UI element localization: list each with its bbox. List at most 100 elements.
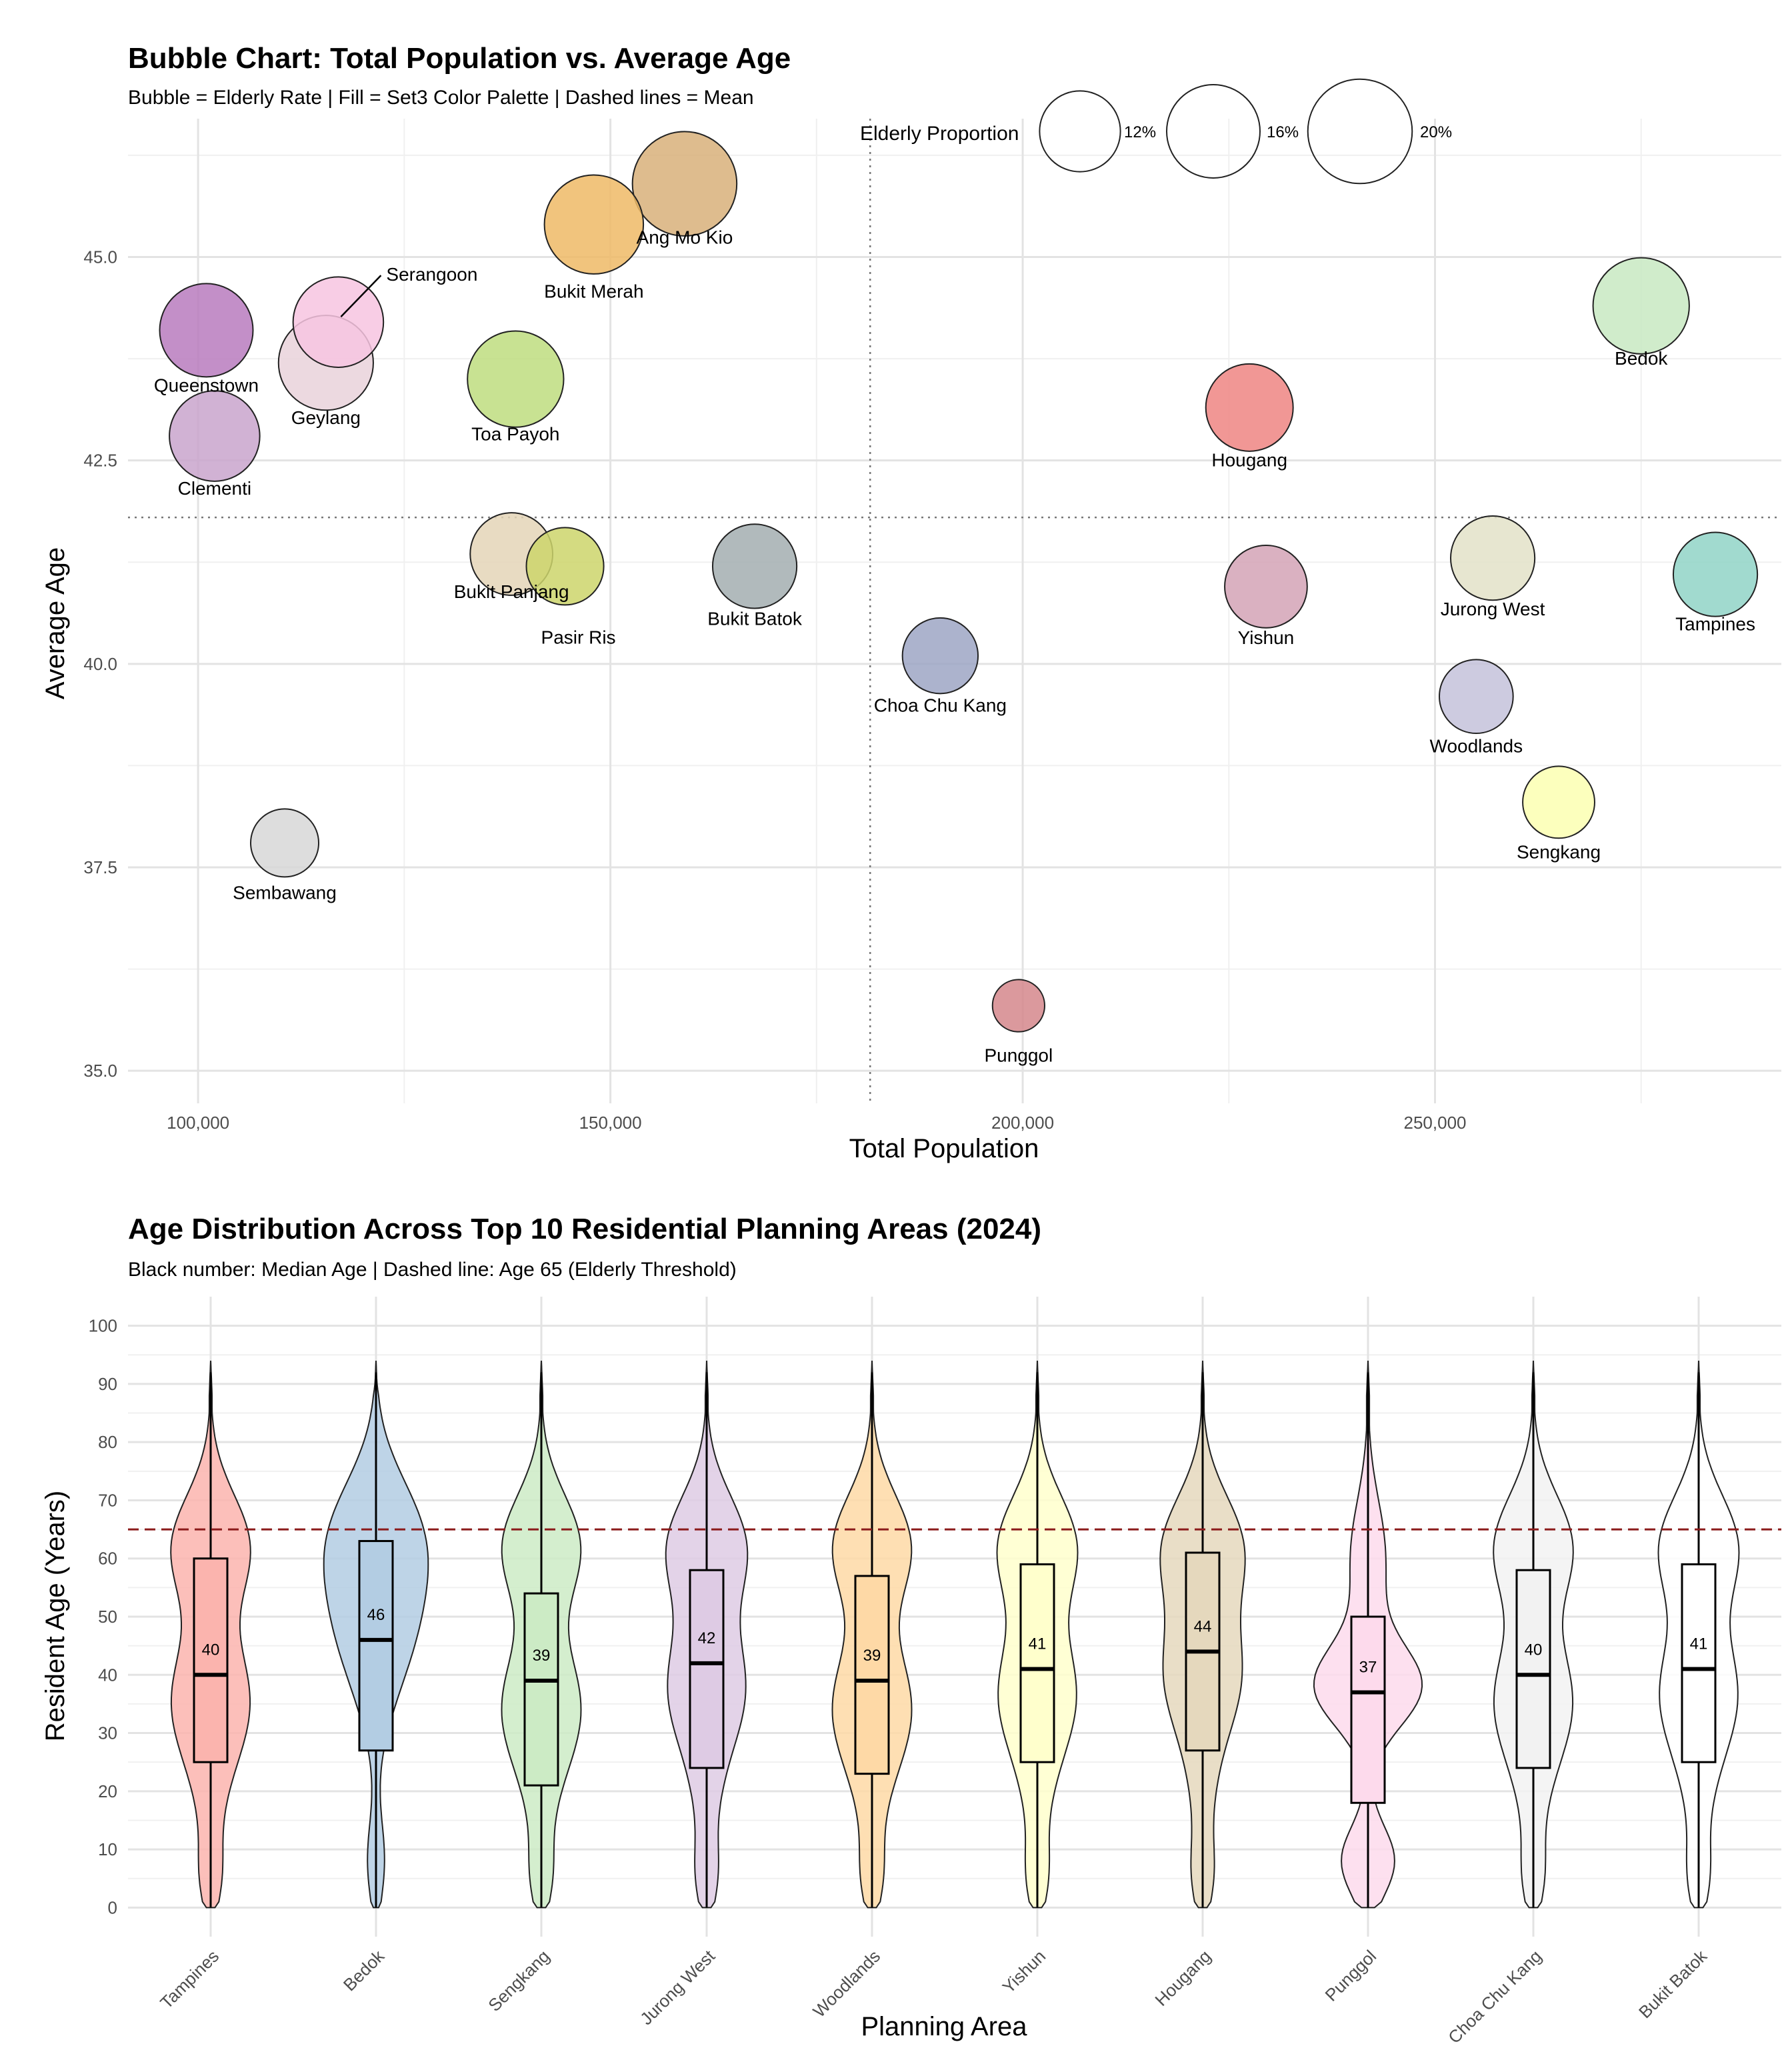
- point-label-toa-payoh: Toa Payoh: [471, 424, 559, 445]
- median-label-yishun: 41: [1029, 1635, 1047, 1653]
- legend-bubble-20: [1307, 78, 1413, 185]
- point-label-ang-mo-kio: Ang Mo Kio: [637, 227, 733, 248]
- point-label-tampines: Tampines: [1675, 614, 1755, 635]
- median-label-punggol: 37: [1359, 1658, 1377, 1676]
- y-tick-label: 45.0: [83, 247, 117, 267]
- violin-chart-violins: 40 46 39 42 39 41 44 37 40 41: [170, 1360, 1740, 1909]
- point-label-sembawang: Sembawang: [233, 882, 337, 903]
- bubble-ang-mo-kio: [631, 131, 738, 237]
- violin-group-yishun: 41: [996, 1360, 1079, 1909]
- x-tick-label-punggol: Punggol: [1321, 1946, 1381, 2005]
- bubble-chart: Bubble Chart: Total Population vs. Avera…: [41, 42, 1781, 1163]
- x-tick-label-woodlands: Woodlands: [809, 1946, 884, 2021]
- x-tick-label-tampines: Tampines: [156, 1946, 223, 2013]
- y-tick-label: 20: [98, 1781, 117, 1801]
- point-label-serangoon: Serangoon: [386, 264, 477, 285]
- bubble-chart-point-labels: Ang Mo Kio Bukit Merah Serangoon Queenstown…: [154, 227, 1755, 1066]
- bubble-jurong-west: [1449, 515, 1536, 601]
- legend-label: 12%: [1124, 123, 1156, 141]
- bubble-clementi: [169, 390, 261, 482]
- x-tick-label-hougang: Hougang: [1151, 1946, 1215, 2010]
- median-label-tampines: 40: [202, 1641, 220, 1659]
- y-tick-label: 50: [98, 1607, 117, 1627]
- bubble-chart-subtitle: Bubble = Elderly Rate | Fill = Set3 Colo…: [128, 87, 754, 109]
- bubble-hougang: [1205, 363, 1294, 452]
- bubble-serangoon: [292, 276, 385, 368]
- violin-chart-y-axis-title: Resident Age (Years): [41, 1491, 70, 1742]
- violin-group-jurong-west: 42: [665, 1360, 749, 1909]
- bubble-punggol: [991, 979, 1045, 1033]
- y-tick-label: 0: [108, 1897, 117, 1917]
- point-label-sengkang: Sengkang: [1517, 841, 1601, 862]
- box-bukit-batok: [1681, 1563, 1717, 1763]
- violin-group-bedok: 46: [323, 1360, 429, 1909]
- bubble-chart-mean-lines: [128, 119, 1781, 1103]
- bubble-chart-y-axis-title: Average Age: [41, 547, 70, 699]
- legend-bubble-12: [1039, 90, 1121, 173]
- median-label-sengkang: 39: [533, 1647, 551, 1665]
- bubble-sengkang: [1522, 765, 1595, 839]
- median-label-woodlands: 39: [863, 1647, 881, 1665]
- point-label-hougang: Hougang: [1211, 449, 1287, 470]
- bubble-sembawang: [249, 808, 320, 878]
- bubble-bedok: [1592, 257, 1690, 355]
- y-tick-label: 60: [98, 1549, 117, 1569]
- bubble-choa-chu-kang: [901, 617, 979, 695]
- box-jurong-west: [689, 1569, 725, 1769]
- point-label-queenstown: Queenstown: [154, 375, 259, 395]
- x-tick-label-choa-chu-kang: Choa Chu Kang: [1444, 1946, 1545, 2047]
- point-label-pasir-ris: Pasir Ris: [541, 627, 616, 647]
- box-choa-chu-kang: [1515, 1569, 1551, 1769]
- y-tick-label: 90: [98, 1374, 117, 1394]
- x-tick-label-sengkang: Sengkang: [484, 1946, 553, 2015]
- box-yishun: [1019, 1563, 1055, 1763]
- violin-chart: Age Distribution Across Top 10 Residenti…: [41, 1213, 1781, 2047]
- legend-label: 16%: [1267, 123, 1299, 141]
- median-label-jurong-west: 42: [698, 1629, 716, 1647]
- violin-group-tampines: 40: [170, 1360, 251, 1909]
- y-tick-label: 40: [98, 1665, 117, 1685]
- y-tick-label: 80: [98, 1432, 117, 1452]
- bubble-toa-payoh: [467, 330, 565, 428]
- box-woodlands: [854, 1575, 890, 1775]
- box-tampines: [193, 1557, 229, 1763]
- bubble-chart-y-ticks: 35.0 37.5 40.0 42.5 45.0: [83, 247, 117, 1081]
- y-tick-label: 30: [98, 1723, 117, 1743]
- y-tick-label: 42.5: [83, 451, 117, 471]
- violin-chart-title: Age Distribution Across Top 10 Residenti…: [128, 1213, 1041, 1245]
- bubble-chart-legend: Elderly Proportion 12% 16% 20%: [860, 78, 1452, 185]
- point-label-woodlands: Woodlands: [1430, 736, 1523, 757]
- violin-chart-y-ticks: 0 10 20 30 40 50 60 70 80 90 100: [89, 1316, 117, 1918]
- violin-group-bukit-batok: 41: [1657, 1360, 1740, 1909]
- violin-group-woodlands: 39: [831, 1360, 913, 1909]
- point-label-yishun: Yishun: [1238, 627, 1295, 648]
- median-label-hougang: 44: [1194, 1617, 1212, 1635]
- legend-label: 20%: [1420, 123, 1452, 141]
- point-label-clementi: Clementi: [178, 478, 251, 499]
- bubble-bukit-batok: [711, 523, 798, 609]
- point-label-bedok: Bedok: [1615, 348, 1668, 369]
- violin-group-sengkang: 39: [501, 1360, 582, 1909]
- bubble-yishun: [1224, 545, 1308, 629]
- bubble-chart-x-axis-title: Total Population: [849, 1134, 1039, 1163]
- point-label-bukit-merah: Bukit Merah: [544, 281, 643, 302]
- bubble-chart-grid: [128, 119, 1781, 1103]
- x-tick-label: 200,000: [991, 1113, 1054, 1133]
- y-tick-label: 70: [98, 1490, 117, 1510]
- y-tick-label: 10: [98, 1839, 117, 1859]
- violin-group-choa-chu-kang: 40: [1493, 1360, 1574, 1909]
- point-label-choa-chu-kang: Choa Chu Kang: [874, 695, 1007, 716]
- median-label-bedok: 46: [367, 1606, 385, 1624]
- y-tick-label: 100: [89, 1316, 117, 1336]
- x-tick-label: 100,000: [167, 1113, 229, 1133]
- box-sengkang: [523, 1592, 559, 1787]
- violin-chart-x-axis-title: Planning Area: [861, 2012, 1027, 2041]
- point-label-bukit-panjang: Bukit Panjang: [454, 581, 569, 602]
- point-label-geylang: Geylang: [291, 407, 361, 428]
- point-label-jurong-west: Jurong West: [1441, 599, 1545, 619]
- bubble-chart-points: [159, 131, 1759, 1033]
- point-label-bukit-batok: Bukit Batok: [707, 608, 803, 629]
- label-leader-line: [340, 275, 382, 318]
- bubble-bukit-merah: [543, 174, 645, 275]
